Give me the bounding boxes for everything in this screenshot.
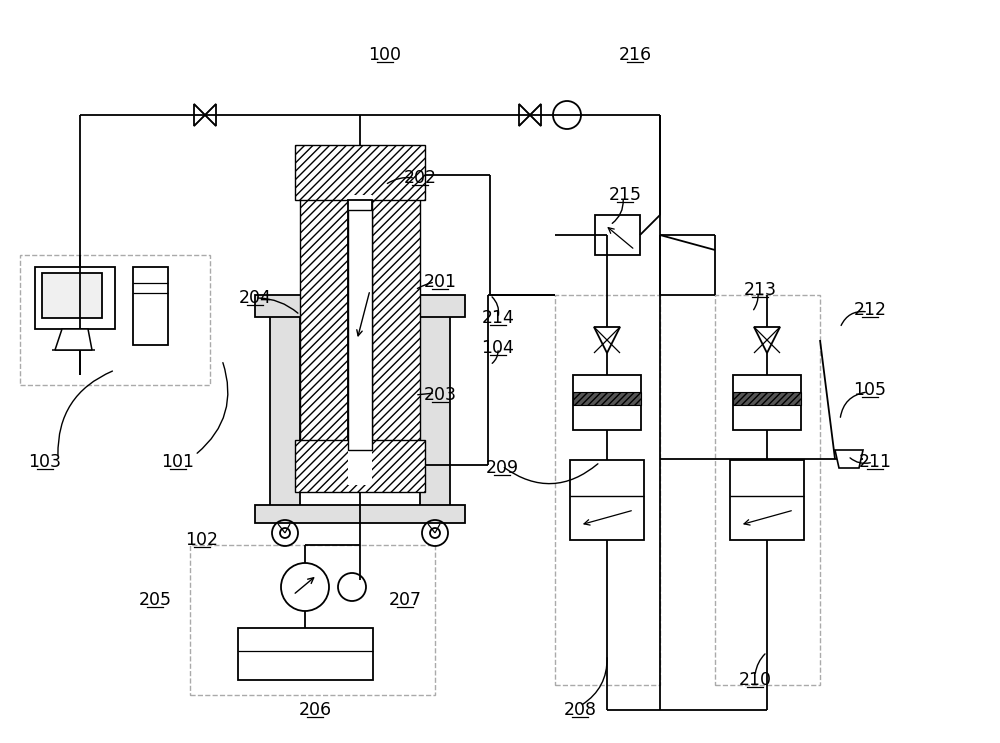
Text: 201: 201	[424, 273, 456, 291]
Text: 100: 100	[368, 46, 402, 64]
Text: 214: 214	[482, 309, 514, 327]
Bar	[420, 315, 450, 510]
Text: 101: 101	[162, 453, 194, 471]
Text: 211: 211	[858, 453, 892, 471]
Text: 210: 210	[738, 671, 772, 689]
Text: 204: 204	[239, 289, 271, 307]
Text: 215: 215	[608, 186, 642, 204]
Text: 203: 203	[424, 386, 456, 404]
Text: 207: 207	[388, 591, 422, 609]
Text: 103: 103	[28, 453, 62, 471]
Bar	[595, 215, 640, 255]
Bar	[42, 273, 102, 318]
Text: 213: 213	[744, 281, 776, 299]
Bar	[295, 145, 425, 200]
Polygon shape	[55, 329, 92, 350]
Bar	[573, 392, 641, 405]
Bar	[715, 295, 820, 685]
Text: 209: 209	[485, 459, 519, 477]
Bar	[133, 267, 168, 345]
Bar	[255, 505, 465, 523]
Bar	[20, 255, 210, 385]
Text: 104: 104	[482, 339, 514, 357]
Bar	[300, 195, 348, 485]
Text: 216: 216	[618, 46, 652, 64]
Text: 205: 205	[138, 591, 172, 609]
Bar	[348, 195, 372, 485]
Bar	[348, 200, 372, 440]
Text: 102: 102	[186, 531, 218, 549]
Bar	[348, 210, 372, 450]
Bar	[190, 545, 435, 695]
Bar	[255, 295, 465, 317]
Bar	[555, 295, 660, 685]
Text: 208: 208	[564, 701, 596, 719]
Bar	[372, 195, 420, 485]
Bar	[733, 392, 801, 405]
Bar	[295, 440, 425, 492]
Text: 202: 202	[404, 169, 436, 187]
Polygon shape	[835, 450, 863, 468]
Bar	[573, 375, 641, 430]
Bar	[733, 375, 801, 430]
Bar	[570, 460, 644, 540]
Bar	[270, 315, 300, 510]
Bar	[35, 267, 115, 329]
Bar	[238, 628, 373, 680]
Text: 212: 212	[854, 301, 887, 319]
Bar	[730, 460, 804, 540]
Text: 105: 105	[854, 381, 887, 399]
Text: 206: 206	[298, 701, 332, 719]
